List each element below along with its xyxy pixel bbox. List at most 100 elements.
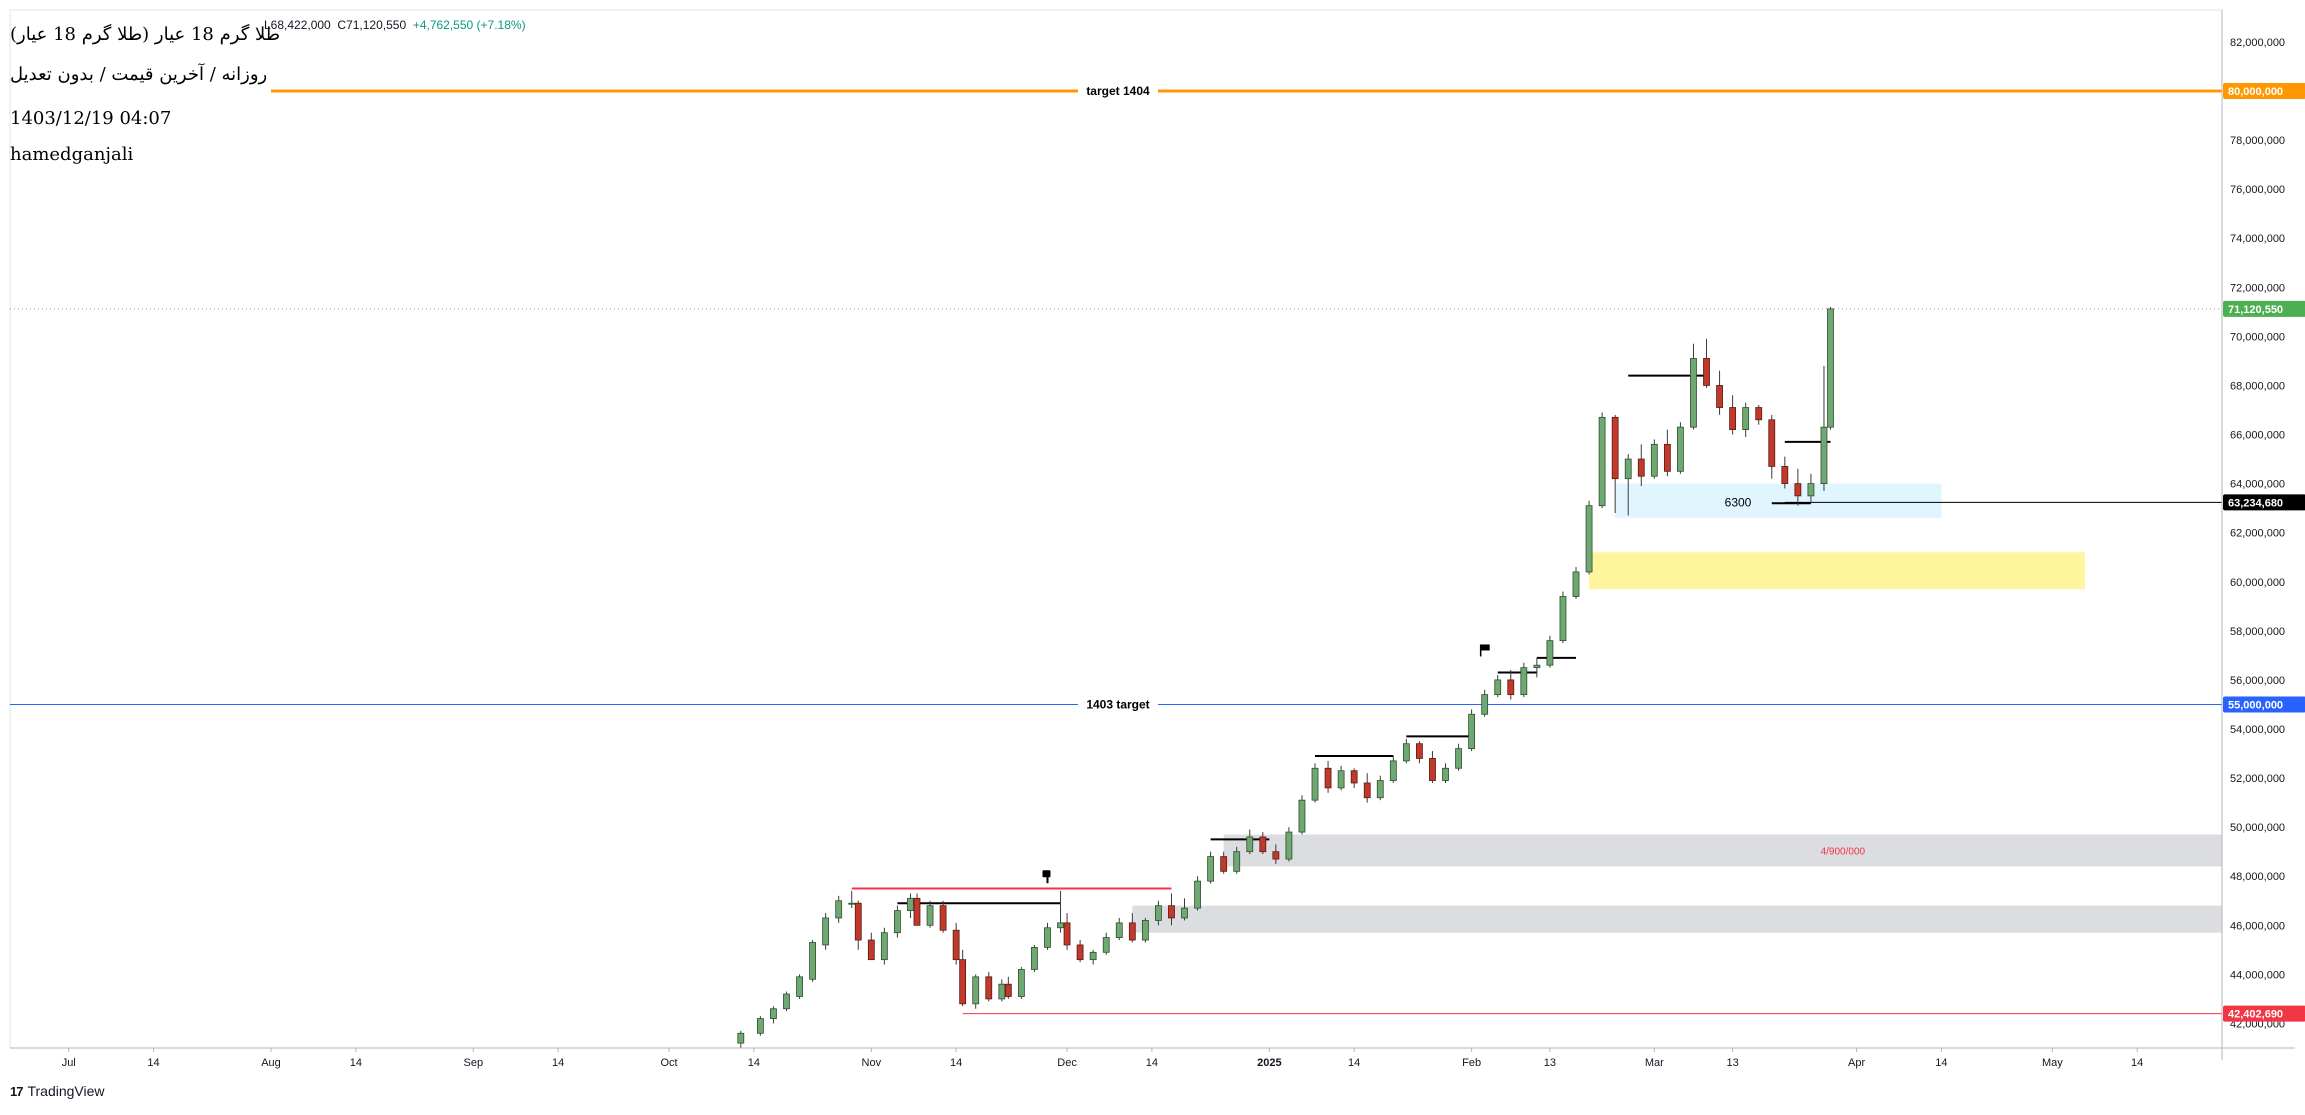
candle-body [1128, 922, 1136, 941]
candle-body [1285, 831, 1293, 860]
candle-body [1004, 983, 1012, 997]
candle-body [867, 939, 875, 961]
candle-body [913, 897, 921, 926]
time-tick-label: Jul [62, 1057, 76, 1069]
candle-body [770, 1008, 777, 1019]
candle-body [1572, 571, 1580, 597]
level-label: 6300 [1725, 495, 1752, 509]
price-tick-label: 82,000,000 [2230, 37, 2285, 49]
level-layer: target 1404 1403 target 6300 [10, 82, 2222, 1015]
level-label-bg [1078, 696, 1158, 712]
branding-label: TradingView [27, 1083, 105, 1099]
candle-body [1559, 596, 1567, 642]
close-value: C71,120,550 [337, 18, 407, 32]
last-price-text: 71,120,550 [2228, 304, 2283, 316]
candle-body [1102, 937, 1110, 953]
candle-body [854, 902, 862, 941]
time-tick-label: 13 [1544, 1057, 1556, 1069]
tradingview-logo-icon: 17 [10, 1083, 24, 1099]
tradingview-branding[interactable]: 17 TradingView [10, 1083, 105, 1099]
price-tick-label: 58,000,000 [2230, 626, 2285, 638]
candle-body [1337, 770, 1345, 789]
level-label-bg [1078, 82, 1158, 98]
candle-body [1611, 416, 1619, 480]
candle-body [1677, 426, 1684, 472]
candle-body [1507, 679, 1515, 696]
time-tick-label: Nov [862, 1057, 882, 1069]
candle-body [1220, 856, 1228, 872]
change-value: +4,762,550 (+7.18%) [412, 18, 526, 32]
candle-body [1017, 969, 1025, 997]
zone-box [1132, 905, 2222, 933]
chart-subtitle: روزانه / آخرین قیمت / بدون تعدیل [10, 64, 268, 85]
price-tick-label: 50,000,000 [2230, 822, 2285, 834]
price-tick-label: 78,000,000 [2230, 135, 2285, 147]
price-label-text: 55,000,000 [2228, 699, 2283, 711]
time-tick-label: 2025 [1257, 1057, 1281, 1069]
candle-body [1468, 713, 1476, 750]
candle-body [1585, 505, 1593, 573]
candle-body [783, 993, 790, 1010]
time-tick-label: Sep [463, 1057, 483, 1069]
candle-body [1533, 664, 1541, 669]
candle-body [1807, 483, 1815, 497]
price-tick-label: 66,000,000 [2230, 430, 2285, 442]
flag-icon [1480, 644, 1490, 651]
candle-body [1650, 443, 1658, 477]
price-tick-label: 68,000,000 [2230, 380, 2285, 392]
price-label-box [2223, 696, 2305, 713]
price-label-box [2223, 494, 2305, 511]
candle-body [939, 905, 947, 931]
price-tick-label: 62,000,000 [2230, 528, 2285, 540]
candle-body [1155, 905, 1162, 921]
price-tick-label: 76,000,000 [2230, 184, 2285, 196]
price-tick-label: 44,000,000 [2230, 969, 2285, 981]
candle-body [907, 897, 914, 911]
candle-body [1755, 407, 1763, 421]
candle-body [1044, 927, 1051, 948]
candle-body [1246, 836, 1254, 853]
time-tick-label: Oct [660, 1057, 677, 1069]
candle-body [1115, 922, 1123, 938]
candle-body [1624, 458, 1632, 480]
candle-body [1820, 426, 1828, 485]
ohlc-readout: L68,422,000 C71,120,550 +4,762,550 (+7.1… [264, 18, 526, 32]
candle-body [1298, 799, 1306, 833]
candle-body [1690, 358, 1697, 428]
candle-body [1207, 856, 1215, 882]
candle-body [1389, 760, 1397, 781]
candle-body [952, 929, 960, 961]
time-tick-label: 14 [350, 1057, 362, 1069]
marker-layer [1042, 644, 1490, 884]
time-tick-label: 14 [1146, 1057, 1158, 1069]
price-label-text: 63,234,680 [2228, 497, 2283, 509]
price-tick-label: 60,000,000 [2230, 577, 2285, 589]
candle-body [809, 942, 816, 980]
thumbs-down-icon [1042, 870, 1051, 878]
zone-box [1615, 483, 1942, 518]
candle-body [1442, 767, 1449, 781]
time-tick-label: 14 [1935, 1057, 1947, 1069]
zone-label: 4/900/000 [1821, 846, 1866, 857]
time-tick-label: 14 [552, 1057, 564, 1069]
candle-body [1794, 483, 1802, 497]
zone-box [1223, 834, 2222, 867]
time-tick-label: May [2042, 1057, 2063, 1069]
candle-body [1194, 880, 1201, 909]
candle-body [1716, 385, 1723, 408]
candle-body [1781, 466, 1789, 485]
price-label-box [2223, 82, 2305, 99]
candle-body [1057, 922, 1064, 929]
plot-frame [9, 9, 2223, 1049]
candle-body [1742, 407, 1750, 431]
zone-layer: 4/900/000 [1132, 483, 2222, 933]
price-tick-label: 48,000,000 [2230, 871, 2285, 883]
candle-body [1233, 851, 1241, 872]
price-tick-label: 70,000,000 [2230, 331, 2285, 343]
candle-body [1663, 443, 1671, 472]
time-tick-label: 14 [1348, 1057, 1360, 1069]
candle-body [1494, 679, 1502, 696]
candle-body [985, 976, 993, 1000]
